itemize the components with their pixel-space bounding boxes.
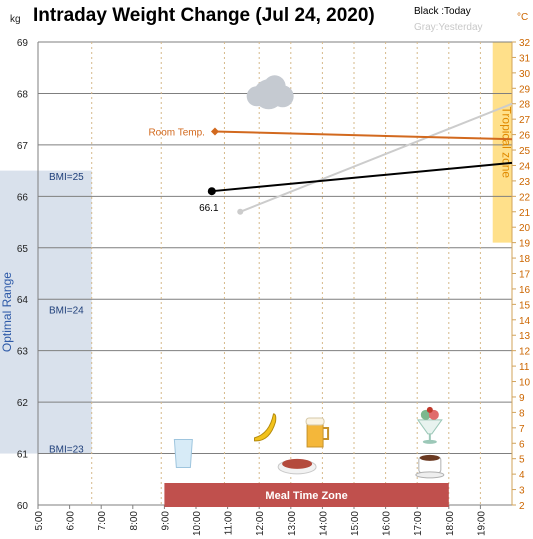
x-tick-label: 17:00 bbox=[413, 511, 424, 536]
y-right-tick-label: 4 bbox=[519, 470, 525, 481]
y-right-tick-label: 8 bbox=[519, 408, 525, 419]
y-unit-label: kg bbox=[10, 14, 21, 25]
y-right-tick-label: 32 bbox=[519, 38, 531, 49]
y-right-tick-label: 15 bbox=[519, 300, 531, 311]
y-tick-label: 67 bbox=[17, 141, 29, 152]
meal-time-zone-bar bbox=[164, 483, 449, 507]
y-right-tick-label: 13 bbox=[519, 331, 531, 342]
y-right-tick-label: 3 bbox=[519, 486, 525, 497]
y-tick-label: 61 bbox=[17, 450, 29, 461]
today-point-label: 66.1 bbox=[199, 203, 219, 214]
y-right-tick-label: 7 bbox=[519, 424, 525, 435]
y-right-tick-label: 26 bbox=[519, 131, 531, 142]
x-tick-label: 9:00 bbox=[160, 511, 171, 531]
y-right-tick-label: 2 bbox=[519, 501, 525, 512]
y-right-tick-label: 17 bbox=[519, 270, 531, 281]
y-right-tick-label: 24 bbox=[519, 161, 531, 172]
optimal-range-band bbox=[0, 170, 92, 454]
y-right-tick-label: 21 bbox=[519, 208, 531, 219]
y-tick-label: 69 bbox=[17, 38, 29, 49]
x-tick-label: 8:00 bbox=[129, 511, 140, 531]
y-right-tick-label: 10 bbox=[519, 378, 531, 389]
meal-time-zone-label: Meal Time Zone bbox=[265, 490, 347, 502]
optimal-range-label: Optimal Range bbox=[0, 272, 14, 352]
y-right-tick-label: 30 bbox=[519, 69, 531, 80]
y-tick-label: 62 bbox=[17, 398, 29, 409]
x-tick-label: 18:00 bbox=[445, 511, 456, 536]
y-right-tick-label: 18 bbox=[519, 254, 531, 265]
x-tick-label: 7:00 bbox=[97, 511, 108, 531]
room-temp-line bbox=[214, 130, 513, 141]
y-right-tick-label: 19 bbox=[519, 239, 531, 250]
y-tick-label: 65 bbox=[17, 244, 29, 255]
bmi-label: BMI=25 bbox=[49, 172, 84, 183]
y-tick-label: 64 bbox=[17, 295, 29, 306]
y-right-tick-label: 14 bbox=[519, 316, 531, 327]
y-right-tick-label: 23 bbox=[519, 177, 531, 188]
beer-icon bbox=[305, 417, 330, 448]
y-right-tick-label: 29 bbox=[519, 84, 531, 95]
bmi-label: BMI=24 bbox=[49, 306, 84, 317]
banana-icon bbox=[254, 413, 277, 442]
y-right-tick-label: 6 bbox=[519, 439, 525, 450]
x-tick-label: 16:00 bbox=[382, 511, 393, 536]
y-right-tick-label: 27 bbox=[519, 115, 531, 126]
tropical-zone-band bbox=[492, 42, 512, 243]
steak-icon bbox=[277, 458, 317, 475]
room-temp-label: Room Temp. bbox=[148, 128, 205, 139]
legend-yesterday: Gray:Yesterday bbox=[414, 22, 483, 33]
x-tick-label: 12:00 bbox=[255, 511, 266, 536]
legend-today: Black :Today bbox=[414, 6, 471, 17]
x-tick-label: 13:00 bbox=[287, 511, 298, 536]
bmi-label: BMI=23 bbox=[49, 444, 84, 455]
y-right-tick-label: 25 bbox=[519, 146, 531, 157]
tropical-zone-label: Tropical zone bbox=[499, 107, 513, 179]
y-right-tick-label: 9 bbox=[519, 393, 525, 404]
y-right-tick-label: 31 bbox=[519, 53, 531, 64]
x-tick-label: 19:00 bbox=[476, 511, 487, 536]
water-glass-icon bbox=[173, 439, 193, 469]
x-tick-label: 10:00 bbox=[192, 511, 203, 536]
y-right-tick-label: 5 bbox=[519, 455, 525, 466]
yesterday-point bbox=[237, 208, 244, 215]
y-tick-label: 63 bbox=[17, 347, 29, 358]
y-right-tick-label: 12 bbox=[519, 347, 531, 358]
coffee-icon bbox=[415, 454, 445, 479]
x-tick-label: 11:00 bbox=[224, 511, 235, 536]
today-line bbox=[211, 161, 513, 193]
room-temp-point bbox=[210, 127, 219, 136]
x-tick-label: 5:00 bbox=[34, 511, 45, 531]
y-right-tick-label: 22 bbox=[519, 192, 531, 203]
yesterday-line bbox=[239, 102, 513, 213]
x-tick-label: 15:00 bbox=[350, 511, 361, 536]
y-tick-label: 68 bbox=[17, 89, 29, 100]
y-right-unit-label: °C bbox=[517, 12, 528, 23]
y-right-tick-label: 16 bbox=[519, 285, 531, 296]
x-tick-label: 14:00 bbox=[318, 511, 329, 536]
y-right-tick-label: 28 bbox=[519, 100, 531, 111]
y-tick-label: 60 bbox=[17, 501, 29, 512]
today-point bbox=[207, 187, 216, 196]
y-right-tick-label: 20 bbox=[519, 223, 531, 234]
cloud-icon bbox=[246, 75, 294, 110]
x-tick-label: 6:00 bbox=[66, 511, 77, 531]
y-right-tick-label: 11 bbox=[519, 362, 530, 373]
chart-title: Intraday Weight Change (Jul 24, 2020) bbox=[33, 5, 375, 26]
parfait-icon bbox=[416, 406, 443, 444]
y-tick-label: 66 bbox=[17, 192, 29, 203]
